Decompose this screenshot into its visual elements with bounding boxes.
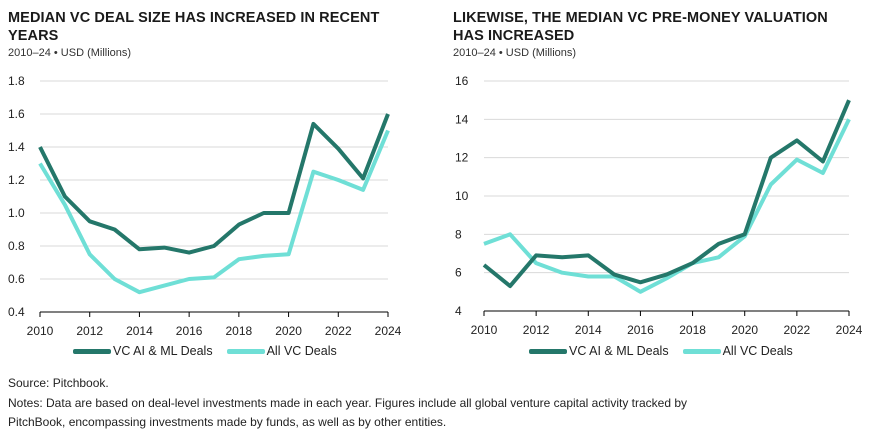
legend-swatch-all-vc bbox=[682, 348, 721, 354]
legend-swatch-all-vc bbox=[226, 348, 265, 354]
chart-legend: VC AI & ML Deals All VC Deals bbox=[529, 344, 807, 358]
y-tick-label: 1.2 bbox=[8, 173, 25, 187]
x-tick-label: 2014 bbox=[575, 323, 602, 337]
notes-line-2: PitchBook, encompassing investments made… bbox=[8, 415, 447, 429]
notes-line-1: Notes: Data are based on deal-level inve… bbox=[8, 396, 688, 410]
x-tick-label: 2010 bbox=[27, 324, 54, 338]
legend-swatch-ai-ml bbox=[529, 348, 567, 354]
chart-legend: VC AI & ML Deals All VC Deals bbox=[73, 344, 351, 358]
source-note: Source: Pitchbook. bbox=[8, 376, 109, 390]
x-tick-label: 2020 bbox=[731, 323, 758, 337]
legend-label: All VC Deals bbox=[722, 344, 793, 358]
x-tick-label: 2010 bbox=[471, 323, 498, 337]
y-tick-label: 0.8 bbox=[8, 239, 25, 253]
x-tick-label: 2022 bbox=[325, 324, 352, 338]
y-tick-label: 12 bbox=[455, 151, 469, 165]
x-tick-label: 2012 bbox=[523, 323, 550, 337]
x-tick-label: 2020 bbox=[275, 324, 302, 338]
y-tick-label: 16 bbox=[455, 74, 469, 88]
x-tick-label: 2024 bbox=[836, 323, 863, 337]
legend-label: All VC Deals bbox=[266, 344, 337, 358]
chart-subtitle: 2010–24 • USD (Millions) bbox=[8, 47, 132, 59]
y-tick-label: 1.6 bbox=[8, 107, 25, 121]
legend-label: VC AI & ML Deals bbox=[569, 344, 669, 358]
legend-swatch-ai-ml bbox=[73, 348, 111, 354]
y-tick-label: 0.6 bbox=[8, 272, 25, 286]
valuation-line-chart: 4 6 8 10 12 14 16 2010 2012 2014 2016 2018 2020 2022 2… bbox=[455, 74, 863, 337]
deal-size-line-chart: 0.4 0.6 0.8 1.0 1.2 1.4 1.6 1.8 2010 2012 2014 2016… bbox=[8, 74, 402, 338]
series-line-all-vc bbox=[38, 129, 390, 295]
series-line-ai-ml bbox=[482, 99, 851, 289]
series-line-all-vc bbox=[483, 118, 851, 294]
y-tick-label: 6 bbox=[455, 266, 462, 280]
y-tick-label: 10 bbox=[455, 189, 469, 203]
chart-title: MEDIAN VC DEAL SIZE HAS INCREASED IN REC… bbox=[8, 10, 380, 44]
y-tick-label: 4 bbox=[455, 304, 462, 318]
y-tick-label: 0.4 bbox=[8, 305, 25, 319]
x-tick-label: 2018 bbox=[226, 324, 253, 338]
y-tick-label: 8 bbox=[455, 227, 462, 241]
legend-label: VC AI & ML Deals bbox=[113, 344, 213, 358]
x-tick-label: 2016 bbox=[627, 323, 654, 337]
y-tick-label: 1.8 bbox=[8, 74, 25, 88]
x-tick-label: 2014 bbox=[126, 324, 153, 338]
x-tick-label: 2022 bbox=[784, 323, 811, 337]
legend-item-all-vc: All VC Deals bbox=[682, 344, 793, 358]
legend-item-all-vc: All VC Deals bbox=[226, 344, 337, 358]
y-tick-label: 1.4 bbox=[8, 140, 25, 154]
legend-item-ai-ml: VC AI & ML Deals bbox=[529, 344, 669, 358]
x-tick-label: 2024 bbox=[375, 324, 402, 338]
chart-title: LIKEWISE, THE MEDIAN VC PRE-MONEY VALUAT… bbox=[453, 10, 828, 44]
x-tick-label: 2016 bbox=[176, 324, 203, 338]
x-tick-label: 2012 bbox=[76, 324, 103, 338]
series-line-ai-ml bbox=[38, 113, 390, 255]
y-tick-label: 14 bbox=[455, 112, 469, 126]
x-tick-label: 2018 bbox=[679, 323, 706, 337]
chart-subtitle: 2010–24 • USD (Millions) bbox=[453, 47, 577, 59]
y-tick-label: 1.0 bbox=[8, 206, 25, 220]
legend-item-ai-ml: VC AI & ML Deals bbox=[73, 344, 213, 358]
